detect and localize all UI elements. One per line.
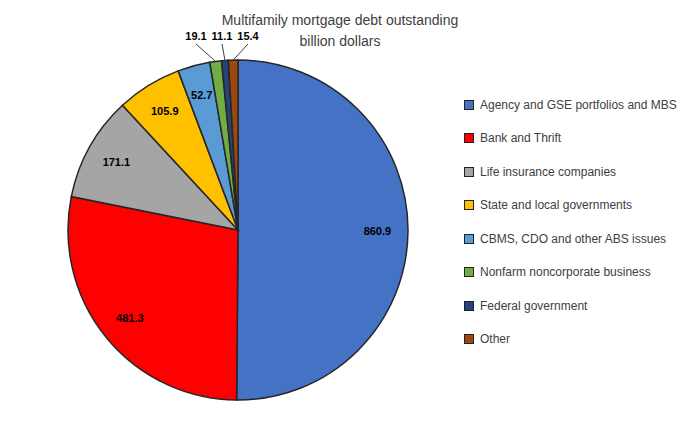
html-text:Bank and Thrift: Bank and Thrift <box>480 131 562 146</box>
html-text:Agency and GSE portfolios and: Agency and GSE portfolios and MBS <box>480 97 677 112</box>
svg-text:171.1: 171.1 <box>103 156 131 168</box>
html-text:CBMS, CDO and other ABS issues: CBMS, CDO and other ABS issues <box>480 231 667 246</box>
html-text:Nonfarm noncorporate business: Nonfarm noncorporate business <box>480 265 651 280</box>
svg-text:860.9: 860.9 <box>364 225 392 237</box>
svg-text:15.4: 15.4 <box>237 30 259 42</box>
html-text:State and local governments: State and local governments <box>480 198 633 213</box>
svg-text:19.1: 19.1 <box>185 30 206 42</box>
html-text:Federal government: Federal government <box>480 298 588 313</box>
html-text:Multifamily mortgage debt outs: Multifamily mortgage debt outstanding <box>221 12 459 28</box>
svg-text:481.3: 481.3 <box>116 312 144 324</box>
html-text:billion dollars: billion dollars <box>299 33 381 49</box>
html-text:Life insurance companies: Life insurance companies <box>480 164 617 179</box>
svg-text:11.1: 11.1 <box>212 30 233 42</box>
html-text:Other: Other <box>480 332 510 347</box>
svg-text:52.7: 52.7 <box>191 89 212 101</box>
svg-text:105.9: 105.9 <box>151 105 179 117</box>
